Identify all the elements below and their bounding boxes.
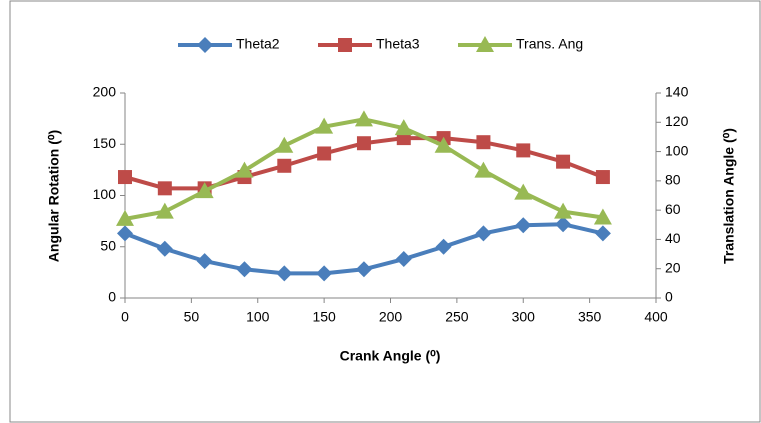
marker xyxy=(156,240,173,257)
marker xyxy=(315,117,334,134)
y2-tick-label: 60 xyxy=(665,201,681,217)
marker xyxy=(435,238,452,255)
x-tick-label: 200 xyxy=(379,309,403,325)
y-axis-label: Angular Rotation (⁰) xyxy=(46,130,62,262)
marker xyxy=(117,225,133,242)
x-tick-label: 300 xyxy=(512,309,536,325)
y2-tick-label: 140 xyxy=(665,84,689,100)
y-tick-label: 200 xyxy=(93,84,117,100)
marker xyxy=(395,251,412,268)
marker xyxy=(594,225,611,242)
marker xyxy=(476,135,491,150)
y2-tick-label: 100 xyxy=(665,142,689,158)
x-tick-label: 100 xyxy=(246,309,270,325)
marker xyxy=(356,136,371,151)
marker xyxy=(434,136,453,153)
y2-tick-label: 20 xyxy=(665,259,681,275)
marker xyxy=(475,225,492,242)
marker xyxy=(275,136,294,153)
marker xyxy=(555,216,572,233)
y2-tick-label: 80 xyxy=(665,172,681,188)
marker xyxy=(355,261,372,278)
y-tick-label: 150 xyxy=(93,135,117,151)
marker xyxy=(554,202,573,219)
marker xyxy=(593,208,612,225)
chart-frame xyxy=(9,0,761,423)
marker xyxy=(118,170,132,185)
marker xyxy=(116,209,134,226)
marker xyxy=(276,265,293,282)
y-tick-label: 100 xyxy=(93,186,117,202)
y-tick-label: 0 xyxy=(108,289,116,305)
y2-tick-label: 40 xyxy=(665,230,681,246)
x-tick-label: 400 xyxy=(644,309,668,325)
marker xyxy=(514,183,533,200)
y2-tick-label: 0 xyxy=(665,289,673,305)
marker xyxy=(157,181,172,196)
marker xyxy=(515,217,532,234)
marker xyxy=(516,143,531,158)
legend-label: Theta2 xyxy=(236,36,280,52)
marker xyxy=(556,154,571,169)
marker xyxy=(354,110,373,127)
marker xyxy=(155,202,174,219)
marker xyxy=(338,38,352,52)
marker xyxy=(236,261,253,278)
marker xyxy=(277,158,292,173)
marker xyxy=(476,36,494,52)
marker xyxy=(595,170,610,185)
legend-label: Theta3 xyxy=(376,36,420,52)
series-line xyxy=(124,117,604,221)
legend-label: Trans. Ang xyxy=(516,36,583,52)
y2-axis-label: Translation Angle (⁰) xyxy=(721,128,737,264)
marker xyxy=(317,146,332,161)
marker xyxy=(235,161,254,178)
x-tick-label: 250 xyxy=(445,309,469,325)
marker xyxy=(196,253,213,270)
y-tick-label: 50 xyxy=(100,237,116,253)
x-tick-label: 0 xyxy=(121,309,129,325)
x-tick-label: 350 xyxy=(578,309,602,325)
marker xyxy=(197,37,213,53)
x-tick-label: 50 xyxy=(184,309,200,325)
marker xyxy=(195,182,214,199)
marker xyxy=(474,161,493,178)
x-tick-label: 150 xyxy=(312,309,336,325)
marker xyxy=(394,119,413,136)
marker xyxy=(316,265,333,282)
y2-tick-label: 120 xyxy=(665,113,689,129)
x-axis-label: Crank Angle (⁰) xyxy=(340,348,441,364)
